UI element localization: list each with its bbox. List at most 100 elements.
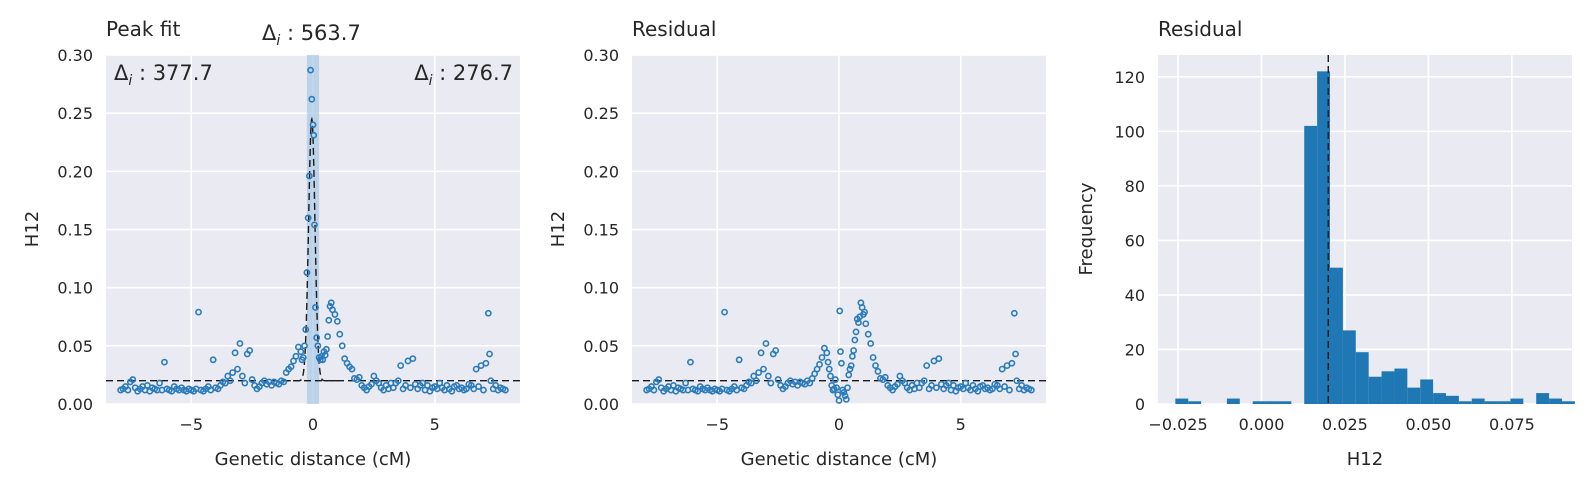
histogram-bar <box>1561 401 1575 404</box>
delta-annotation-center: Δi : 563.7 <box>262 21 361 49</box>
scatter-point <box>480 386 487 394</box>
y-tick-label: 120 <box>1114 68 1145 87</box>
scatter-point <box>325 316 333 324</box>
histogram-bar <box>1278 401 1292 404</box>
scatter-point <box>314 342 322 350</box>
scatter-point <box>824 358 832 366</box>
data-points <box>643 299 1035 404</box>
histogram-bar <box>1317 71 1331 404</box>
scatter-point <box>226 377 234 385</box>
scatter-point <box>655 376 663 383</box>
scatter-point <box>767 379 775 387</box>
scatter-point <box>484 309 492 317</box>
scatter-point <box>231 349 239 357</box>
y-tick-label: 0.05 <box>57 337 93 356</box>
scatter-point <box>847 362 855 370</box>
histogram-bar <box>1510 398 1524 404</box>
scatter-point <box>304 214 312 222</box>
peak-fit-panel: 0.00 0.05 0.10 0.15 0.20 0.25 0.30 −5 0 5 Peak f… <box>22 17 520 470</box>
x-axis-label: Genetic distance (cM) <box>215 449 412 470</box>
scatter-point <box>333 318 341 325</box>
scatter-point <box>894 380 901 388</box>
histogram-bar <box>1394 368 1408 404</box>
scatter-point <box>846 365 854 373</box>
scatter-point <box>827 372 834 380</box>
x-tick-label: 0.025 <box>1322 415 1368 434</box>
histogram-bar <box>1536 393 1550 404</box>
scatter-point <box>161 358 168 366</box>
scatter-point <box>241 379 249 387</box>
scatter-point <box>845 371 853 379</box>
scatter-point <box>998 365 1006 373</box>
histogram-bar <box>1433 393 1446 404</box>
scatter-point <box>834 391 842 399</box>
scatter-point <box>302 326 310 333</box>
scatter-point <box>482 359 490 367</box>
histogram-bar <box>1342 330 1356 404</box>
scatter-point <box>287 363 295 371</box>
scatter-point <box>195 308 202 316</box>
scatter-point <box>923 362 931 370</box>
scatter-point <box>764 372 772 380</box>
x-tick-label: 0.000 <box>1239 415 1285 434</box>
scatter-point <box>682 379 689 387</box>
scatter-point <box>327 299 335 307</box>
y-tick-labels: 0 20 40 60 80 100 120 <box>1114 68 1145 414</box>
x-tick-labels: −5 0 5 <box>179 415 439 434</box>
scatter-point <box>844 384 851 392</box>
y-tick-label: 0.25 <box>57 104 93 123</box>
scatter-point <box>867 340 875 347</box>
scatter-point <box>862 320 870 328</box>
histogram-bar <box>1445 395 1459 404</box>
y-axis-label: H12 <box>548 211 569 247</box>
histogram-bar <box>1175 398 1189 404</box>
scatter-point <box>305 172 313 180</box>
panel-title: Residual <box>632 17 716 41</box>
scatter-point <box>920 377 928 385</box>
histogram-bar <box>1265 401 1279 404</box>
scatter-point <box>1010 309 1018 317</box>
x-tick-label: 0 <box>308 415 318 434</box>
x-tick-label: −5 <box>179 415 203 434</box>
y-axis-label: Frequency <box>1076 182 1097 275</box>
y-tick-label: 0.30 <box>583 46 619 65</box>
scatter-point <box>851 336 859 344</box>
scatter-point <box>487 377 495 385</box>
scatter-point <box>280 378 288 386</box>
histogram-bar <box>1355 352 1369 404</box>
scatter-point <box>297 348 305 356</box>
x-tick-labels: −0.025 0.000 0.025 0.050 0.075 <box>1148 415 1534 434</box>
scatter-point <box>248 376 256 383</box>
x-tick-label: −5 <box>705 415 729 434</box>
x-tick-label: 5 <box>430 415 440 434</box>
scatter-point <box>307 66 314 74</box>
scatter-point <box>331 311 339 318</box>
scatter-point <box>838 359 845 367</box>
scatter-point <box>933 384 940 392</box>
scatter-point <box>312 304 319 311</box>
scatter-point <box>301 342 308 350</box>
scatter-point <box>501 386 509 394</box>
y-tick-labels: 0.00 0.05 0.10 0.15 0.20 0.25 0.30 <box>583 46 619 414</box>
histogram-bar <box>1458 401 1472 404</box>
scatter-point <box>156 379 163 387</box>
histogram-bar <box>1549 398 1562 404</box>
panel-title: Residual <box>1158 17 1242 41</box>
gridlines <box>632 54 1046 405</box>
y-tick-label: 0.20 <box>583 162 619 181</box>
scatter-point <box>355 373 363 381</box>
scatter-point <box>475 383 482 390</box>
histogram-bar <box>1368 376 1382 404</box>
y-tick-label: 100 <box>1114 122 1145 141</box>
y-tick-label: 0 <box>1135 395 1145 414</box>
scatter-point <box>869 354 877 361</box>
x-tick-labels: −5 0 5 <box>705 415 965 434</box>
scatter-point <box>687 358 694 366</box>
y-tick-label: 0.15 <box>57 221 93 240</box>
scatter-point <box>1012 350 1019 358</box>
scatter-point <box>774 376 782 383</box>
scatter-point <box>831 376 839 383</box>
scatter-point <box>823 349 831 357</box>
histogram-bar <box>1420 379 1434 404</box>
scatter-point <box>836 307 844 315</box>
